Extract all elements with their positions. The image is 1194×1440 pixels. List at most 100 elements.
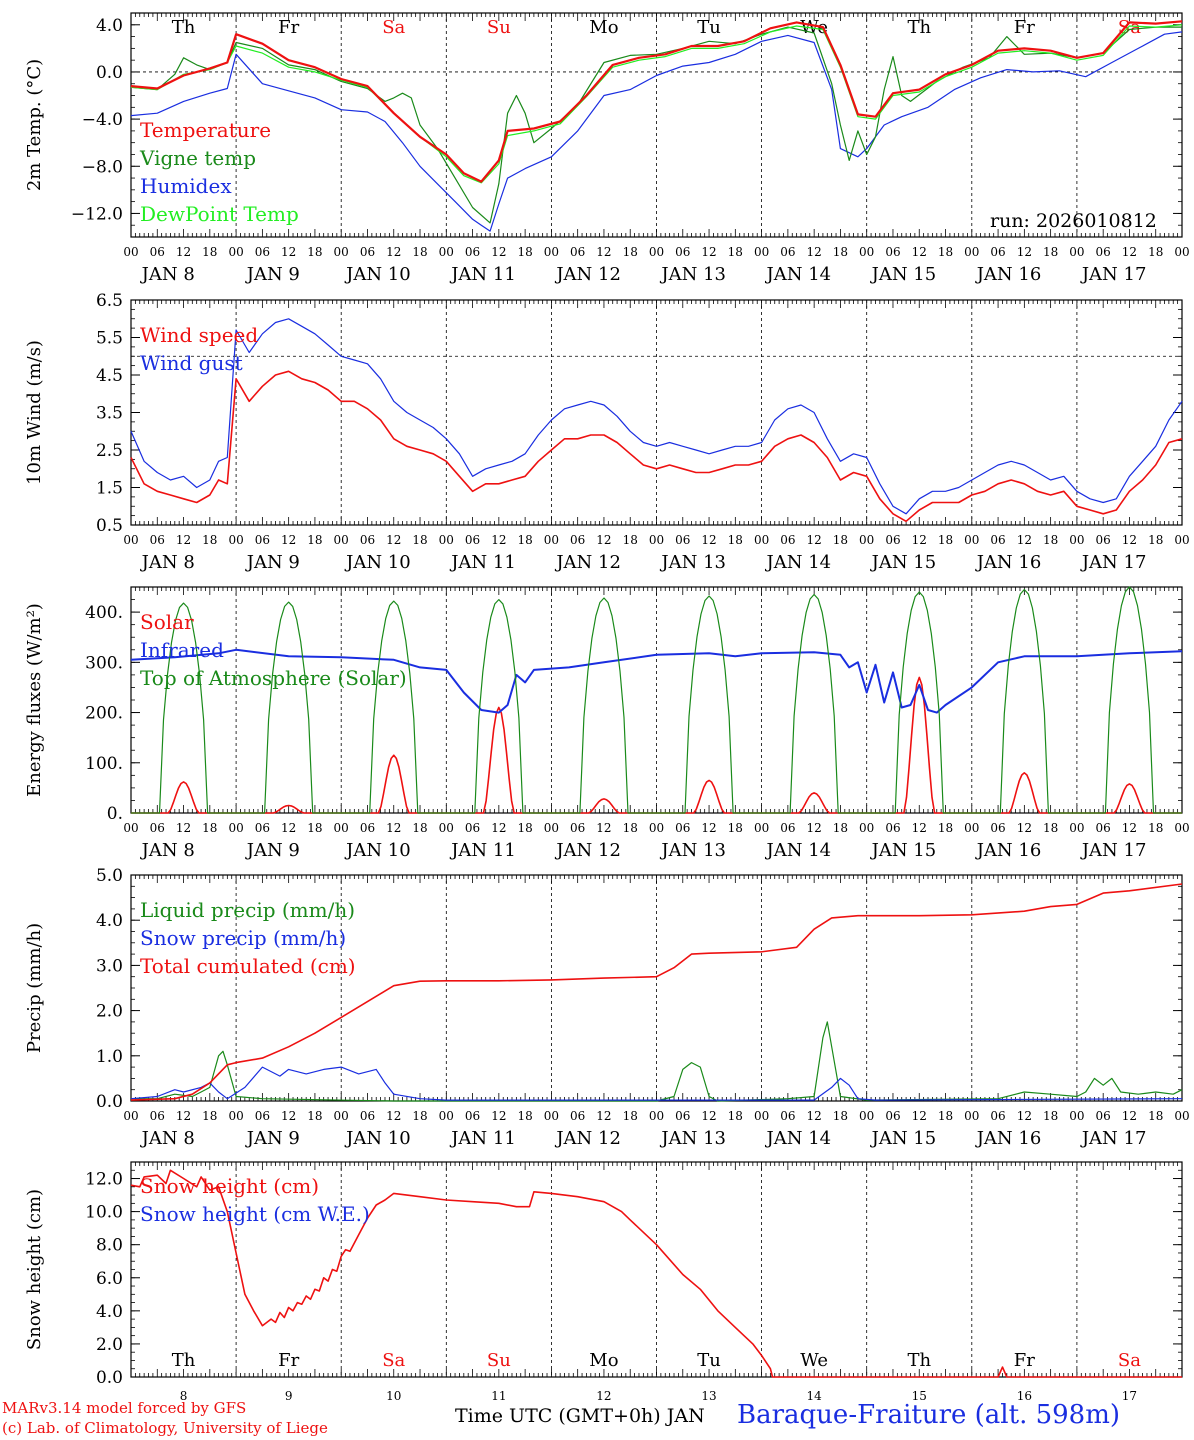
date-label: JAN 15 [870,264,937,285]
hour-label: 00 [649,821,664,835]
y-tick-label: 300. [85,653,123,673]
hour-label: 00 [1069,1109,1084,1123]
day-number: 16 [1017,1389,1032,1403]
hour-label: 06 [990,1109,1005,1123]
y-tick-label: 0. [107,804,123,824]
hour-label: 06 [885,245,900,259]
hour-label: 00 [859,1109,874,1123]
y-tick-label: 0.0 [96,1092,123,1112]
weekday-label: We [800,17,828,38]
date-label: JAN 15 [870,552,937,573]
hour-label: 18 [202,533,217,547]
hour-label: 06 [465,245,480,259]
hour-label: 00 [1174,1109,1189,1123]
y-tick-label: −12.0 [71,204,123,224]
series-line-temperature [130,20,1183,183]
hour-label: 00 [964,533,979,547]
weekday-label: Tu [697,1350,721,1371]
hour-label: 06 [360,533,375,547]
date-label: JAN 8 [140,1128,195,1149]
weekday-label: Sa [382,17,405,38]
weekday-label: Mo [589,1350,618,1371]
hour-label: 12 [912,245,927,259]
hour-label: 12 [807,1109,822,1123]
date-label: JAN 9 [245,264,300,285]
hour-label: 12 [491,821,506,835]
hour-label: 00 [1069,533,1084,547]
hour-label: 06 [780,245,795,259]
hour-label: 18 [412,1109,427,1123]
series-line-dewpoint-temp [130,24,1183,184]
legend-snow-precip-mm-h-: Snow precip (mm/h) [140,926,346,950]
date-label: JAN 14 [765,1128,832,1149]
hour-label: 06 [570,1109,585,1123]
y-tick-label: 5.0 [96,866,123,886]
date-label: JAN 11 [449,552,516,573]
hour-label: 06 [780,533,795,547]
y-axis-label-energy: Energy fluxes (W/m²) [24,603,45,797]
hour-label: 00 [754,533,769,547]
hour-label: 12 [176,245,191,259]
weekday-label: Tu [697,17,721,38]
y-tick-label: 100. [85,754,123,774]
hour-label: 00 [544,245,559,259]
day-number: 17 [1122,1389,1137,1403]
y-tick-label: 2.0 [96,1335,123,1355]
hour-label: 06 [465,1109,480,1123]
date-label: JAN 16 [975,264,1042,285]
date-label: JAN 16 [975,840,1042,861]
hour-label: 12 [1017,821,1032,835]
hour-label: 06 [885,533,900,547]
series-line-wind-speed [130,370,1183,523]
date-label: JAN 17 [1080,264,1147,285]
y-tick-label: 200. [85,704,123,724]
hour-label: 00 [1174,245,1189,259]
hour-label: 18 [1043,533,1058,547]
hour-label: 12 [807,821,822,835]
day-number: 9 [285,1389,293,1403]
hour-label: 06 [255,245,270,259]
y-tick-label: 1.0 [96,1047,123,1067]
y-tick-label: 5.5 [96,329,123,349]
weekday-label: Fr [278,17,299,38]
y-tick-label: −4.0 [82,110,123,130]
hour-label: 06 [570,245,585,259]
hour-label: 06 [675,821,690,835]
hour-label: 06 [990,821,1005,835]
hour-label: 06 [360,245,375,259]
date-label: JAN 14 [765,264,832,285]
y-axis-label-snow: Snow height (cm) [24,1189,45,1350]
legend-temperature: Temperature [140,118,271,142]
hour-label: 06 [990,245,1005,259]
day-number: 10 [386,1389,401,1403]
hour-label: 12 [596,245,611,259]
hour-label: 06 [675,533,690,547]
legend-dewpoint-temp: DewPoint Temp [140,202,299,226]
hour-label: 18 [1148,533,1163,547]
hour-label: 06 [465,821,480,835]
hour-label: 18 [938,821,953,835]
hour-label: 00 [334,245,349,259]
weekday-label: Su [487,17,511,38]
weekday-label: Th [907,1350,931,1371]
weekday-label: Th [172,1350,196,1371]
hour-label: 00 [544,533,559,547]
hour-label: 12 [701,533,716,547]
hour-label: 12 [1017,533,1032,547]
weekday-label: Mo [589,17,618,38]
date-label: JAN 16 [975,1128,1042,1149]
date-label: JAN 13 [659,264,726,285]
hour-label: 00 [123,533,138,547]
series-line-top-of-atmosphere-solar- [131,586,1182,814]
series-line-infrared [130,648,1183,714]
hour-label: 12 [386,821,401,835]
hour-label: 18 [412,821,427,835]
date-label: JAN 10 [344,840,411,861]
y-tick-label: 2.0 [96,1002,123,1022]
legend-solar: Solar [140,610,194,634]
hour-label: 18 [728,245,743,259]
hour-label: 00 [964,1109,979,1123]
legend-snow-height-cm-w-e-: Snow height (cm W.E.) [140,1202,370,1226]
hour-label: 18 [202,1109,217,1123]
